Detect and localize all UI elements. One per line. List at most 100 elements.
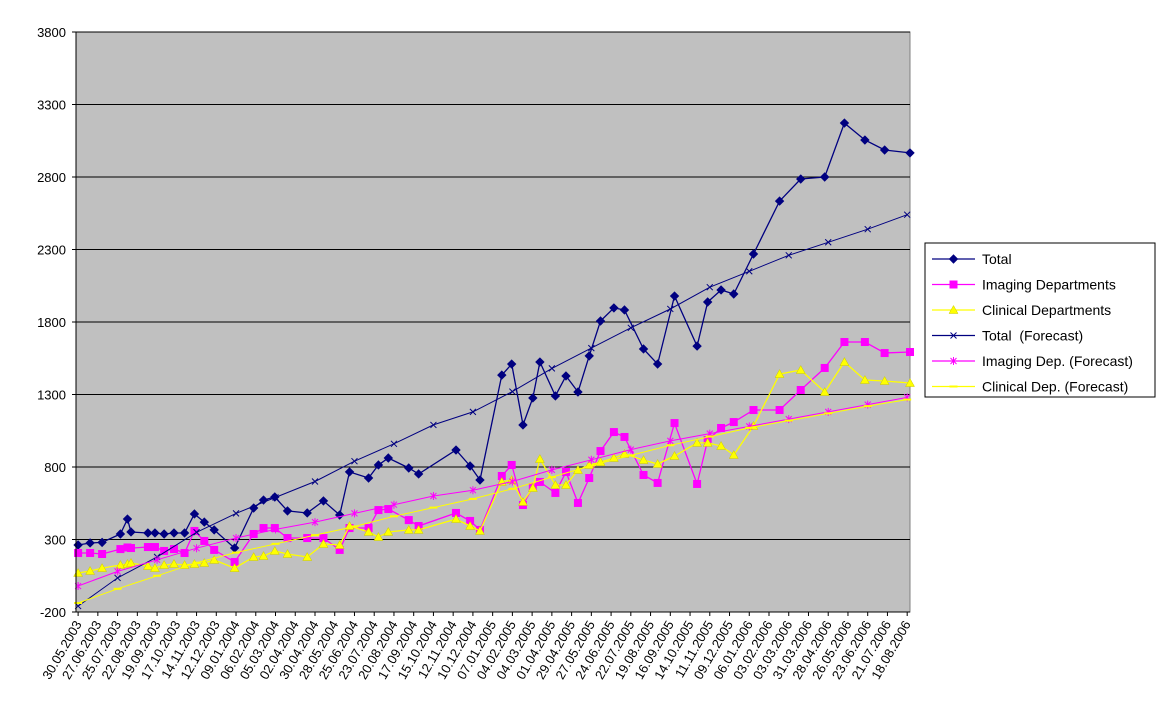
marker — [403, 524, 414, 534]
marker — [692, 341, 702, 351]
legend — [924, 242, 1156, 398]
marker — [373, 460, 384, 470]
marker — [153, 555, 161, 564]
marker — [729, 289, 739, 299]
marker — [864, 225, 872, 233]
marker — [302, 552, 313, 561]
y-tick-label: 3300 — [37, 98, 66, 113]
marker — [115, 529, 126, 539]
marker — [465, 521, 476, 530]
marker — [716, 285, 726, 295]
marker — [126, 527, 136, 537]
marker — [620, 432, 629, 441]
marker — [199, 517, 210, 527]
marker — [839, 357, 850, 366]
marker — [652, 458, 663, 468]
marker — [143, 528, 153, 538]
legend-label: Clinical Dep. (Forecast) — [982, 379, 1128, 395]
marker — [702, 437, 713, 447]
marker — [469, 408, 477, 416]
marker — [318, 538, 329, 548]
marker — [159, 529, 169, 539]
marker — [573, 387, 583, 397]
marker — [269, 545, 280, 555]
marker — [950, 357, 957, 365]
marker — [159, 560, 170, 569]
marker — [451, 445, 461, 455]
marker — [595, 316, 606, 326]
marker — [430, 421, 437, 429]
marker — [451, 514, 461, 523]
marker — [840, 338, 849, 347]
marker — [413, 524, 424, 534]
marker — [200, 536, 209, 545]
legend-label: Total — [982, 251, 1012, 267]
marker — [509, 388, 516, 395]
marker — [114, 567, 121, 576]
y-tick-label: 2800 — [37, 170, 66, 185]
marker — [373, 532, 384, 541]
legend-label: Total (Forecast) — [982, 328, 1083, 344]
marker — [150, 543, 159, 552]
marker — [551, 488, 560, 497]
marker — [150, 528, 160, 538]
marker — [548, 365, 556, 372]
marker — [179, 528, 190, 538]
marker — [702, 297, 713, 307]
marker — [528, 393, 538, 403]
marker — [638, 344, 649, 354]
marker — [585, 474, 594, 483]
marker — [232, 510, 240, 517]
legend-label: Imaging Departments — [982, 277, 1116, 293]
legend-label: Clinical Departments — [982, 302, 1111, 318]
marker — [318, 496, 329, 506]
marker — [363, 526, 374, 536]
marker — [114, 574, 121, 582]
marker — [390, 500, 398, 509]
marker — [666, 436, 674, 445]
marker — [413, 469, 424, 479]
marker — [404, 516, 413, 525]
marker — [609, 303, 619, 313]
marker — [627, 324, 635, 332]
marker — [728, 449, 739, 459]
marker — [351, 457, 358, 465]
marker — [619, 305, 630, 315]
marker — [383, 526, 394, 536]
marker — [638, 455, 649, 464]
marker — [248, 503, 259, 513]
marker — [193, 544, 200, 553]
marker — [820, 363, 829, 372]
marker — [795, 364, 806, 374]
marker — [85, 565, 96, 575]
marker — [905, 378, 915, 387]
y-tick-label: 2300 — [37, 243, 66, 258]
marker — [518, 420, 528, 430]
forecast-line — [77, 399, 908, 604]
marker — [587, 344, 595, 352]
marker — [259, 524, 268, 533]
y-tick-label: 800 — [44, 460, 66, 475]
marker — [193, 528, 200, 536]
marker — [272, 494, 279, 501]
marker — [334, 540, 345, 549]
marker — [374, 506, 383, 515]
marker — [717, 423, 726, 432]
marker — [229, 563, 240, 572]
marker — [749, 406, 758, 415]
marker — [949, 280, 958, 289]
marker — [548, 465, 556, 474]
marker — [774, 196, 785, 206]
marker — [258, 495, 269, 505]
marker — [573, 498, 582, 507]
marker — [509, 477, 516, 486]
forecast-line — [77, 214, 908, 607]
marker — [550, 479, 561, 489]
y-tick-label: 1300 — [37, 388, 66, 403]
marker — [303, 534, 312, 543]
marker — [535, 357, 545, 367]
marker — [344, 467, 355, 477]
marker — [272, 525, 279, 534]
marker — [390, 440, 398, 448]
marker — [587, 455, 595, 464]
